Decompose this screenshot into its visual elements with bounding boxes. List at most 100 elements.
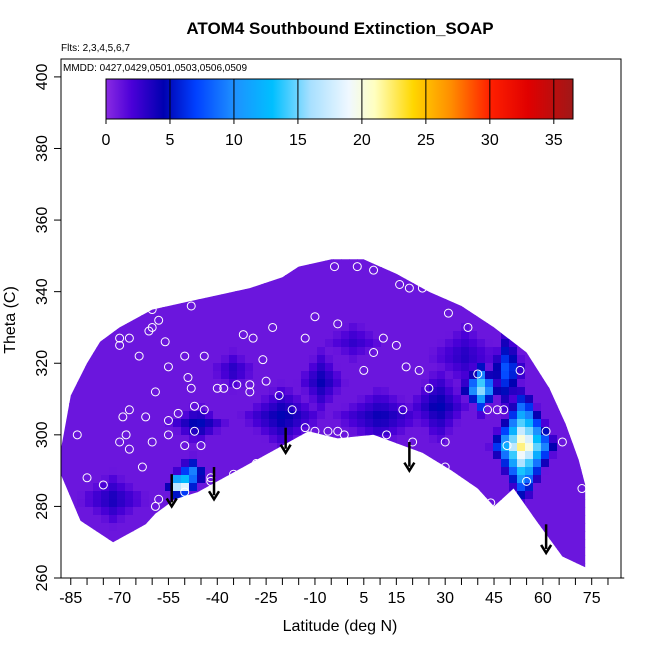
heatmap-cell bbox=[221, 347, 230, 356]
heatmap-cell bbox=[77, 547, 86, 556]
heatmap-cell bbox=[405, 299, 414, 308]
observation-point bbox=[440, 437, 450, 447]
heatmap-cell bbox=[101, 491, 110, 500]
heatmap-cell bbox=[301, 59, 310, 68]
heatmap-cell bbox=[69, 75, 78, 84]
heatmap-cell bbox=[165, 491, 174, 500]
heatmap-cell bbox=[501, 395, 510, 404]
heatmap-cell bbox=[189, 387, 198, 396]
heatmap-cell bbox=[277, 499, 286, 508]
observation-point bbox=[463, 322, 473, 332]
heatmap-cell bbox=[405, 515, 414, 524]
heatmap-cell bbox=[397, 123, 406, 132]
heatmap-cell bbox=[93, 459, 102, 468]
heatmap-cell bbox=[405, 235, 414, 244]
heatmap-cell bbox=[557, 403, 566, 412]
heatmap-cell bbox=[205, 147, 214, 156]
heatmap-cell bbox=[197, 435, 206, 444]
heatmap-cell bbox=[573, 147, 582, 156]
heatmap-cell bbox=[501, 483, 510, 492]
heatmap-cell bbox=[197, 259, 206, 260]
heatmap-cell bbox=[213, 523, 222, 532]
heatmap-cell bbox=[525, 259, 534, 268]
heatmap-cell bbox=[77, 275, 86, 284]
heatmap-cell bbox=[197, 123, 206, 132]
heatmap-cell bbox=[245, 211, 254, 220]
heatmap-cell bbox=[205, 451, 214, 460]
heatmap-cell bbox=[389, 483, 398, 492]
heatmap-cell bbox=[565, 419, 574, 428]
heatmap-cell bbox=[181, 163, 190, 172]
heatmap-cell bbox=[165, 467, 174, 476]
heatmap-cell bbox=[269, 267, 278, 276]
heatmap-cell bbox=[269, 547, 278, 556]
heatmap-cell bbox=[301, 299, 310, 308]
heatmap-cell bbox=[549, 523, 558, 532]
heatmap-cell bbox=[85, 387, 94, 396]
heatmap-cell bbox=[157, 523, 166, 532]
heatmap-cell bbox=[469, 147, 478, 156]
heatmap-cell bbox=[301, 467, 310, 476]
heatmap-cell bbox=[589, 83, 598, 92]
heatmap-cell bbox=[237, 539, 246, 548]
heatmap-cell bbox=[253, 379, 262, 388]
heatmap-cell bbox=[101, 371, 110, 380]
heatmap-cell bbox=[349, 275, 358, 284]
heatmap-cell bbox=[261, 451, 270, 460]
heatmap-cell bbox=[485, 67, 494, 76]
heatmap-cell bbox=[213, 435, 222, 444]
heatmap-cell bbox=[325, 491, 334, 500]
heatmap-cell bbox=[213, 323, 222, 332]
heatmap-cell bbox=[149, 355, 158, 364]
heatmap-cell bbox=[357, 395, 366, 404]
heatmap-cell bbox=[277, 163, 286, 172]
heatmap-cell bbox=[469, 139, 478, 148]
heatmap-cell bbox=[325, 531, 334, 540]
heatmap-cell bbox=[253, 171, 262, 180]
heatmap-cell bbox=[301, 459, 310, 468]
heatmap-cell bbox=[253, 283, 262, 292]
heatmap-cell bbox=[317, 363, 326, 372]
heatmap-cell bbox=[109, 315, 118, 324]
heatmap-cell bbox=[445, 179, 454, 188]
heatmap-cell bbox=[269, 59, 278, 68]
heatmap-cell bbox=[229, 483, 238, 492]
heatmap-cell bbox=[189, 459, 198, 468]
heatmap-cell bbox=[565, 179, 574, 188]
heatmap-cell bbox=[157, 203, 166, 212]
heatmap-cell bbox=[333, 331, 342, 340]
heatmap-cell bbox=[549, 491, 558, 500]
heatmap-cell bbox=[237, 291, 246, 300]
heatmap-cell bbox=[589, 411, 598, 420]
heatmap-cell bbox=[485, 243, 494, 252]
heatmap-cell bbox=[565, 507, 574, 516]
heatmap-cell bbox=[317, 67, 326, 76]
heatmap-cell bbox=[437, 147, 446, 156]
heatmap-cell bbox=[549, 123, 558, 132]
heatmap-cell bbox=[269, 379, 278, 388]
heatmap-cell bbox=[541, 443, 550, 452]
heatmap-cell bbox=[429, 499, 438, 508]
observation-point bbox=[414, 365, 424, 375]
heatmap-cell bbox=[101, 203, 110, 212]
heatmap-cell bbox=[437, 475, 446, 484]
heatmap-cell bbox=[269, 531, 278, 540]
heatmap-cell bbox=[293, 531, 302, 540]
heatmap-cell bbox=[197, 179, 206, 188]
heatmap-cell bbox=[285, 283, 294, 292]
heatmap-cell bbox=[437, 395, 446, 404]
heatmap-cell bbox=[573, 323, 582, 332]
heatmap-cell bbox=[557, 523, 566, 532]
heatmap-cell bbox=[477, 259, 486, 260]
heatmap-cell bbox=[373, 371, 382, 380]
heatmap-cell bbox=[341, 507, 350, 516]
x-axis: -85 -70 -55 -40 -25 -10 5 15 30 45 60 75 bbox=[59, 577, 625, 607]
heatmap-cell bbox=[221, 387, 230, 396]
heatmap-cell bbox=[117, 291, 126, 300]
heatmap-cell bbox=[253, 275, 262, 284]
heatmap-cell bbox=[285, 515, 294, 524]
heatmap-cell bbox=[613, 483, 622, 492]
heatmap-cell bbox=[589, 291, 598, 300]
heatmap-cell bbox=[565, 315, 574, 324]
heatmap-cell bbox=[605, 243, 614, 252]
